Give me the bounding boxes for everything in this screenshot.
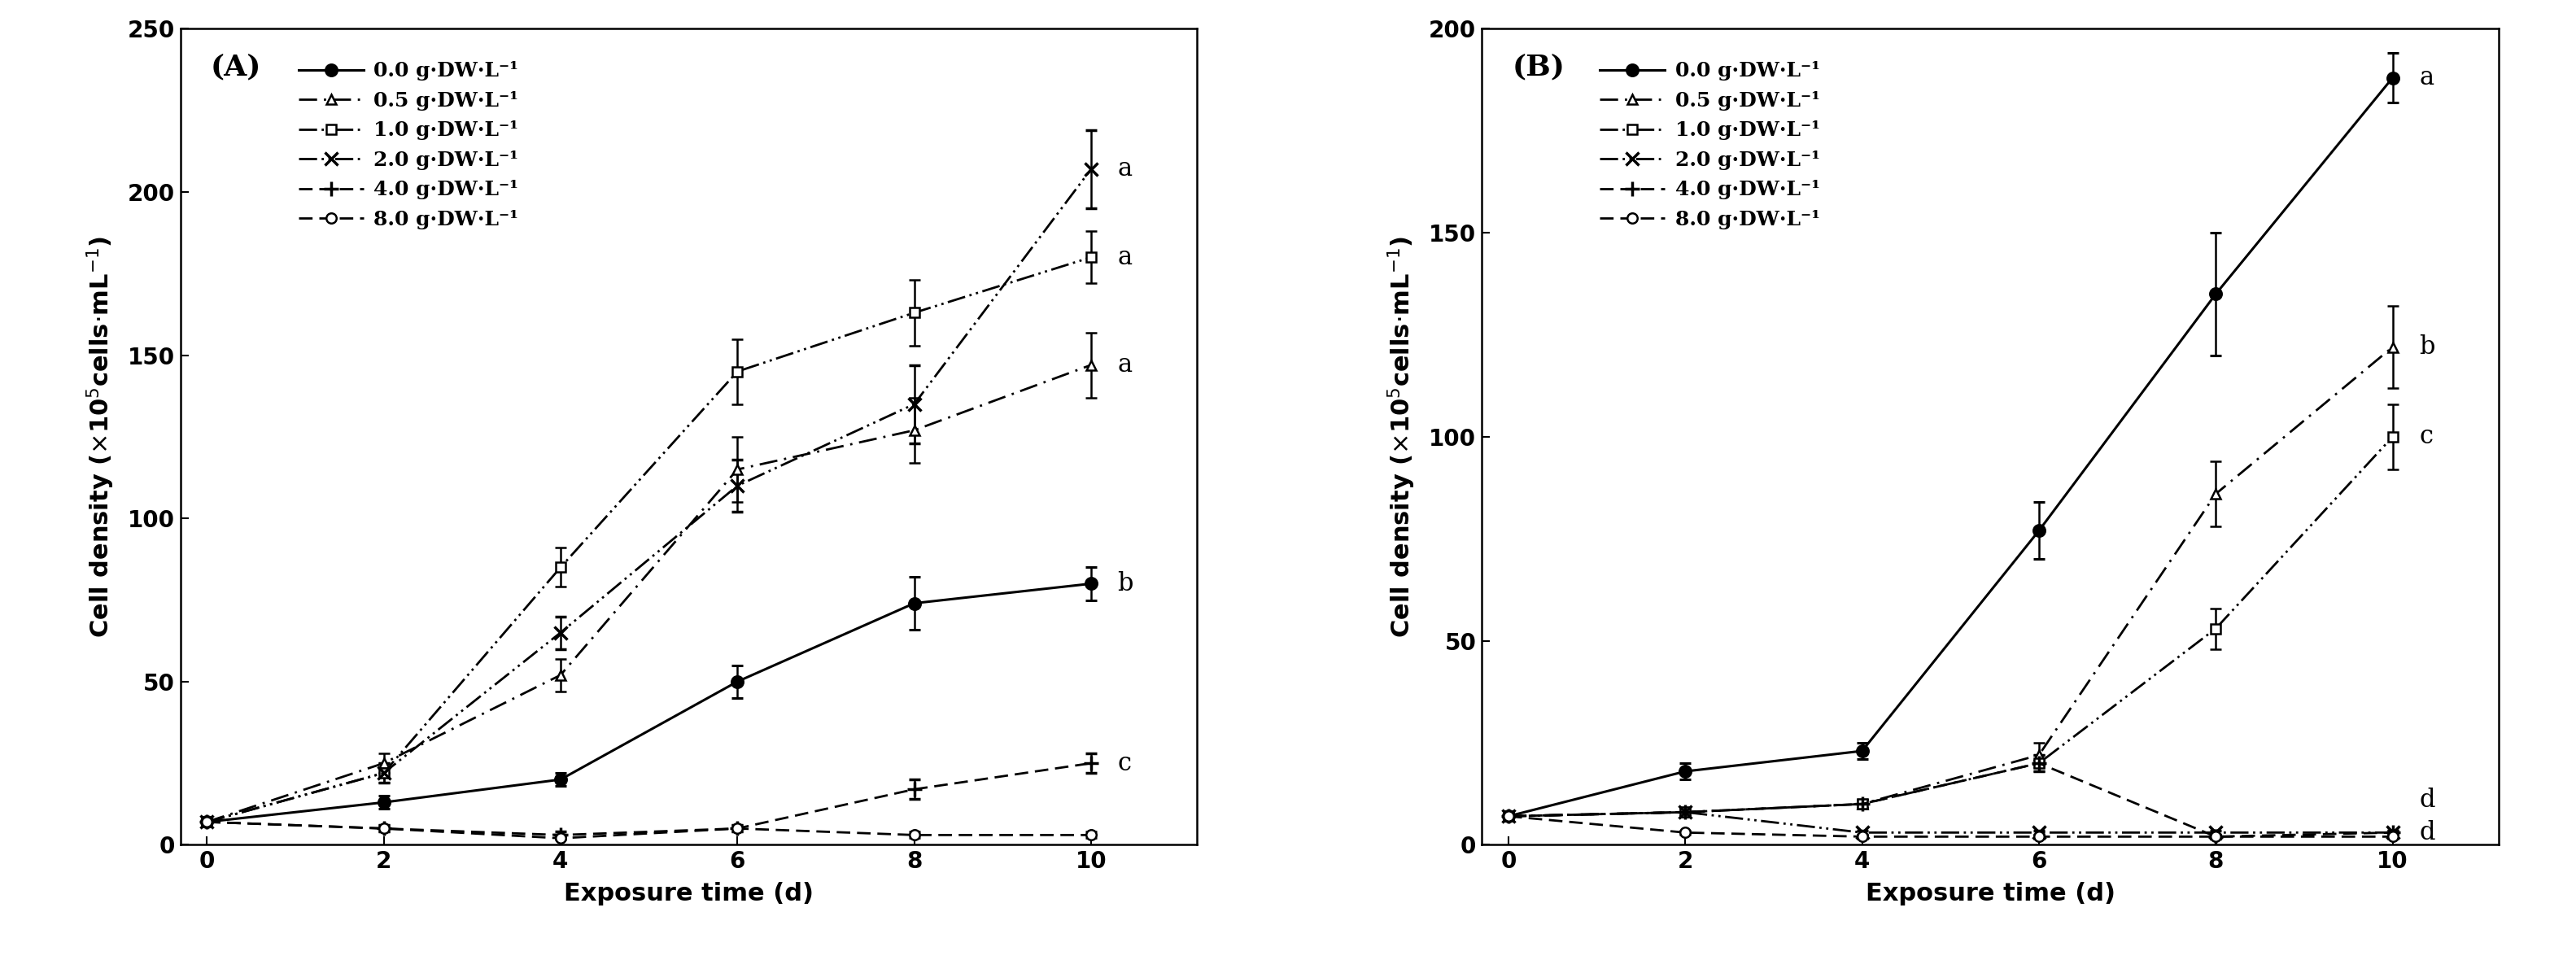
Text: d: d: [2419, 787, 2434, 812]
Text: a: a: [1118, 156, 1133, 181]
Text: (A): (A): [211, 54, 263, 81]
Y-axis label: Cell density ($\times$10$^5$cells$\cdot$mL$^{-1}$): Cell density ($\times$10$^5$cells$\cdot$…: [85, 236, 116, 637]
Text: b: b: [2419, 334, 2434, 360]
X-axis label: Exposure time (d): Exposure time (d): [564, 882, 814, 906]
Legend: 0.0 g·DW·L⁻¹, 0.5 g·DW·L⁻¹, 1.0 g·DW·L⁻¹, 2.0 g·DW·L⁻¹, 4.0 g·DW·L⁻¹, 8.0 g·DW·L: 0.0 g·DW·L⁻¹, 0.5 g·DW·L⁻¹, 1.0 g·DW·L⁻¹…: [291, 56, 526, 235]
Y-axis label: Cell density ($\times$10$^5$cells$\cdot$mL$^{-1}$): Cell density ($\times$10$^5$cells$\cdot$…: [1386, 236, 1417, 637]
Legend: 0.0 g·DW·L⁻¹, 0.5 g·DW·L⁻¹, 1.0 g·DW·L⁻¹, 2.0 g·DW·L⁻¹, 4.0 g·DW·L⁻¹, 8.0 g·DW·L: 0.0 g·DW·L⁻¹, 0.5 g·DW·L⁻¹, 1.0 g·DW·L⁻¹…: [1595, 56, 1826, 235]
Text: c: c: [2419, 424, 2432, 449]
Text: (B): (B): [1512, 54, 1566, 81]
Text: a: a: [1118, 352, 1133, 377]
Text: c: c: [1118, 751, 1131, 776]
X-axis label: Exposure time (d): Exposure time (d): [1865, 882, 2115, 906]
Text: d: d: [2419, 820, 2434, 845]
Text: a: a: [2419, 65, 2434, 90]
Text: b: b: [1118, 571, 1133, 596]
Text: a: a: [1118, 245, 1133, 270]
